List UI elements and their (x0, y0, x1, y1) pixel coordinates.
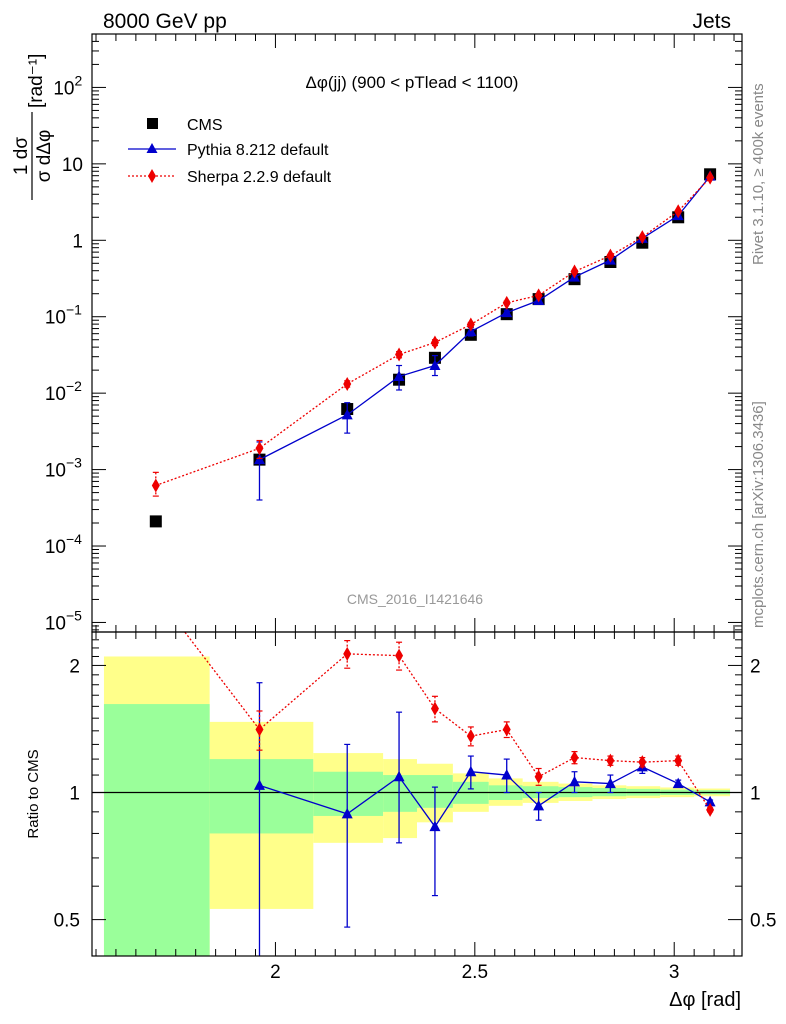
main-cms-point (149, 515, 162, 528)
header-left-title: 8000 GeV pp (103, 10, 227, 33)
legend-marker-cms (147, 118, 158, 129)
main-sherpa-point (395, 347, 404, 362)
main-ytick-label: 1 (72, 231, 83, 252)
ratio-sherpa-point (706, 802, 715, 817)
ratio-sherpa-point (606, 753, 615, 768)
main-sherpa-point (638, 230, 647, 245)
main-data (149, 168, 717, 528)
main-sherpa-point (674, 204, 683, 219)
ratio-pythia-line (259, 766, 711, 828)
main-pythia-point (501, 306, 513, 318)
main-ytick-exponent: −5 (66, 607, 82, 623)
main-ytick-exponent: −2 (66, 378, 82, 394)
mcplots-label: mcplots.cern.ch [arXiv:1306.3436] (750, 401, 767, 628)
main-sherpa-point (466, 317, 475, 332)
ylabel-numerator: 1 dσ (11, 137, 32, 175)
ratio-ytick-label-right: 1 (750, 784, 761, 805)
main-ytick-exponent: −1 (66, 302, 82, 318)
main-sherpa-point (570, 264, 579, 279)
xlabel: Δφ [rad] (669, 989, 741, 1011)
ratio-ylabel: Ratio to CMS (25, 749, 42, 838)
main-title: Δφ(jj) (900 < pTlead < 1100) (306, 73, 519, 92)
main-ytick-label: 10 (45, 308, 66, 329)
rivet-label: Rivet 3.1.10, ≥ 400k events (750, 83, 767, 265)
main-ytick-label: 10 (45, 537, 66, 558)
ratio-ytick-label: 2 (69, 656, 80, 677)
main-ytick-label: 10 (45, 613, 66, 634)
main-sherpa-point (502, 295, 511, 310)
ratio-pythia-point (465, 765, 477, 777)
ratio-pythia-point (704, 795, 716, 807)
ratio-pythia-point (429, 820, 441, 832)
main-sherpa-point (430, 335, 439, 350)
legend-marker-pythia (146, 143, 158, 153)
ratio-pythia-point (672, 777, 684, 789)
legend-label-cms: CMS (187, 117, 223, 134)
header-right-title: Jets (692, 10, 731, 33)
legend: CMS Pythia 8.212 default Sherpa 2.2.9 de… (128, 117, 332, 186)
ratio-sherpa-point (430, 701, 439, 716)
ratio-pythia-point (604, 777, 616, 789)
ratio-ytick-label-right: 0.5 (750, 911, 776, 932)
main-sherpa-point (606, 248, 615, 263)
main-ytick-label: 10 (45, 461, 66, 482)
ratio-ytick-label: 0.5 (54, 911, 80, 932)
ratio-pythia-point (569, 775, 581, 787)
watermark: CMS_2016_I1421646 (347, 591, 483, 607)
main-pythia-point (429, 359, 441, 371)
ratio-band-inner (209, 759, 314, 834)
xtick-label: 3 (669, 962, 680, 983)
ratio-pythia-point (253, 779, 265, 790)
ratio-sherpa-point (534, 769, 543, 784)
main-ytick-exponent: 2 (75, 72, 83, 88)
main-ytick-label: 10 (62, 155, 83, 176)
ratio-pythia-point (393, 770, 405, 782)
ratio-sherpa-point (674, 753, 683, 768)
main-sherpa-point (255, 441, 264, 456)
ratio-sherpa-point (638, 755, 647, 770)
main-sherpa-point (534, 288, 543, 303)
ylabel-unit: [rad⁻¹] (26, 54, 47, 108)
ratio-sherpa-point (343, 646, 352, 661)
main-sherpa-point (706, 170, 715, 185)
legend-label-sherpa: Sherpa 2.2.9 default (187, 169, 332, 186)
legend-marker-sherpa (148, 169, 156, 183)
main-pythia-point (393, 370, 405, 382)
ylabel-denominator: σ dΔφ (34, 130, 55, 183)
ratio-pythia-point (501, 769, 513, 780)
main-ytick-label: 10 (45, 384, 66, 405)
ratio-band-inner (103, 704, 210, 956)
main-ylabel: 1 dσ σ dΔφ [rad⁻¹] (11, 54, 55, 200)
xtick-label: 2.5 (462, 962, 488, 983)
ratio-sherpa-point (255, 722, 264, 737)
ratio-sherpa-point (395, 648, 404, 663)
xtick-label: 2 (270, 962, 281, 983)
main-ytick-exponent: −3 (66, 455, 82, 471)
ratio-bands (103, 656, 731, 956)
main-pythia-point (341, 408, 353, 420)
main-pythia-line (259, 175, 711, 461)
main-ytick-exponent: −4 (66, 531, 82, 547)
ratio-sherpa-point (152, 587, 160, 601)
ratio-sherpa-point (570, 750, 579, 765)
ratio-sherpa-point (502, 722, 511, 737)
ratio-pythia-point (533, 799, 545, 811)
main-sherpa-point (151, 478, 160, 493)
main-ytick-label: 10 (53, 78, 74, 99)
ratio-pythia-point (341, 807, 353, 819)
main-sherpa-line (155, 177, 711, 487)
ratio-frame (91, 631, 743, 957)
ratio-data (152, 587, 716, 956)
main-sherpa-point (343, 376, 352, 391)
legend-label-pythia: Pythia 8.212 default (187, 142, 329, 159)
ratio-sherpa-point (466, 729, 475, 744)
ratio-ytick-label-right: 2 (750, 656, 761, 677)
ratio-ytick-label: 1 (69, 784, 80, 805)
ratio-band-inner (313, 771, 384, 816)
